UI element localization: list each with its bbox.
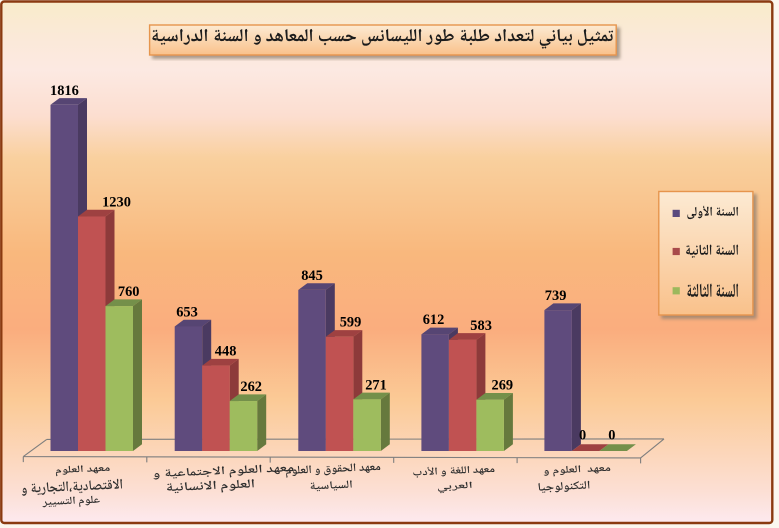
svg-text:271: 271 xyxy=(365,377,387,393)
svg-text:760: 760 xyxy=(118,284,140,300)
svg-text:262: 262 xyxy=(240,379,262,395)
svg-text:653: 653 xyxy=(176,305,198,321)
svg-text:739: 739 xyxy=(545,288,567,304)
svg-text:612: 612 xyxy=(423,312,445,328)
svg-text:0: 0 xyxy=(579,427,586,443)
svg-text:599: 599 xyxy=(340,315,362,331)
svg-text:269: 269 xyxy=(492,378,514,394)
svg-text:0: 0 xyxy=(608,427,615,443)
svg-text:845: 845 xyxy=(301,268,323,284)
svg-text:1816: 1816 xyxy=(50,83,79,99)
svg-text:448: 448 xyxy=(215,344,237,360)
svg-text:583: 583 xyxy=(470,318,492,334)
svg-text:1230: 1230 xyxy=(102,195,131,211)
